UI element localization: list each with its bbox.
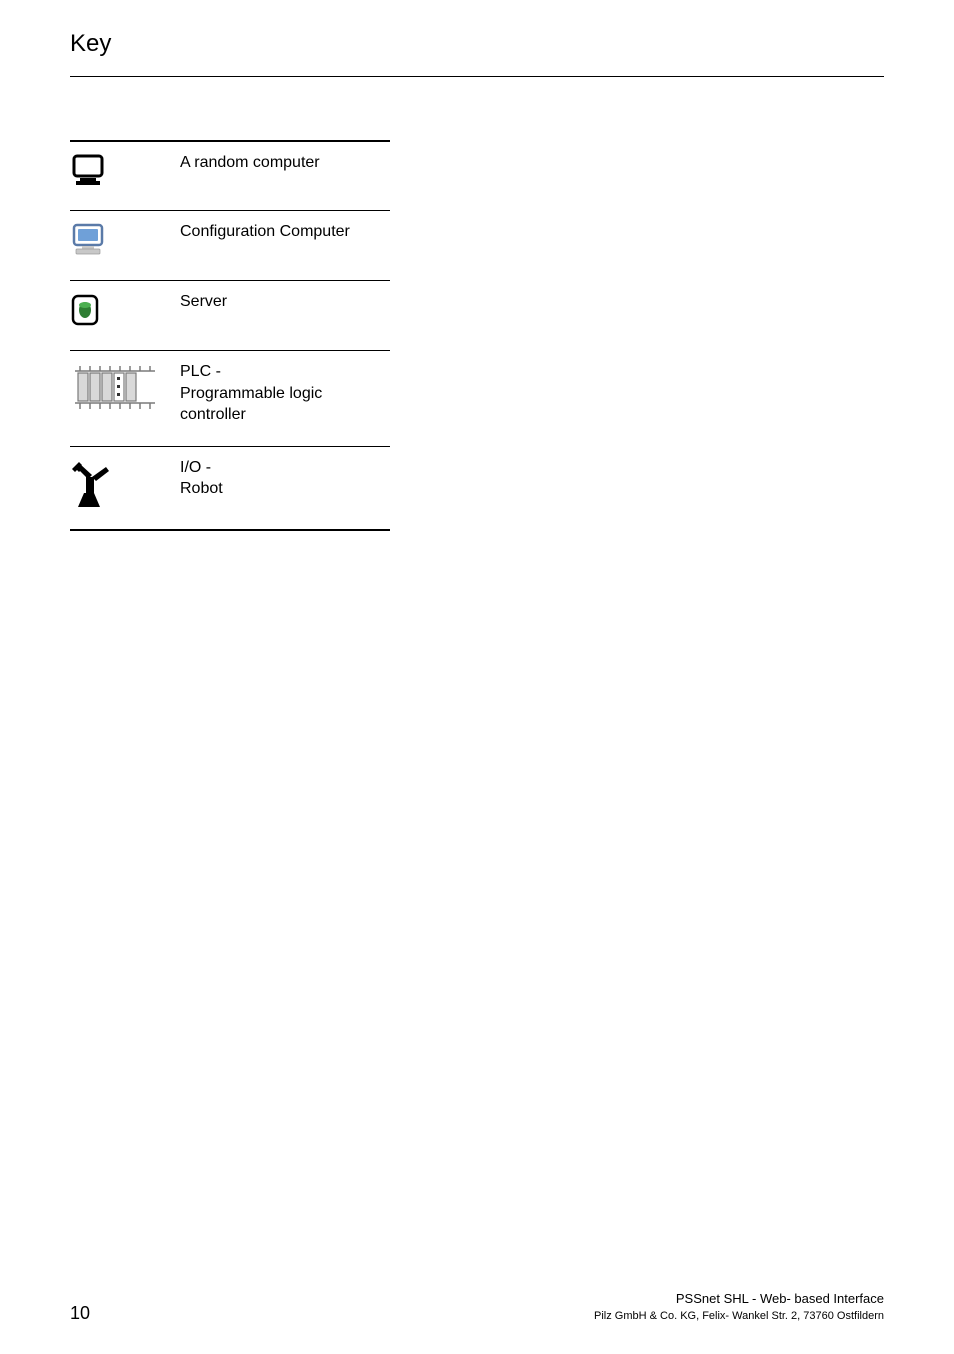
desc-line1: I/O - <box>180 459 211 476</box>
row-desc: PLC - Programmable logic controller <box>180 361 390 426</box>
footer-subtitle: Pilz GmbH & Co. KG, Felix- Wankel Str. 2… <box>594 1309 884 1324</box>
key-table: A random computer Configuration Computer… <box>70 140 390 531</box>
icon-cell <box>70 291 180 329</box>
table-row: A random computer <box>70 140 390 210</box>
icon-cell <box>70 457 180 509</box>
footer-right: PSSnet SHL - Web- based Interface Pilz G… <box>594 1290 884 1324</box>
config-computer-icon <box>70 223 110 259</box>
row-desc: Server <box>180 291 390 313</box>
robot-icon <box>70 459 116 509</box>
row-desc: A random computer <box>180 152 390 174</box>
row-desc: Configuration Computer <box>180 221 390 243</box>
icon-cell <box>70 361 180 413</box>
plc-icon <box>70 363 160 413</box>
page-number: 10 <box>70 1303 90 1324</box>
desc-line2: Robot <box>180 480 223 497</box>
page-title: Key <box>70 30 884 58</box>
desc-line2: Programmable logic <box>180 385 322 402</box>
table-row: Server <box>70 280 390 350</box>
desc-line1: PLC - <box>180 363 221 380</box>
icon-cell <box>70 152 180 190</box>
table-row: PLC - Programmable logic controller <box>70 350 390 446</box>
row-desc: I/O - Robot <box>180 457 390 500</box>
footer-title: PSSnet SHL - Web- based Interface <box>594 1290 884 1308</box>
desc-line3: controller <box>180 406 246 423</box>
table-row: I/O - Robot <box>70 446 390 531</box>
computer-icon <box>70 154 110 190</box>
icon-cell <box>70 221 180 259</box>
page-footer: 10 PSSnet SHL - Web- based Interface Pil… <box>70 1290 884 1324</box>
header-rule <box>70 76 884 77</box>
table-row: Configuration Computer <box>70 210 390 280</box>
server-icon <box>70 293 102 329</box>
page-header: Key <box>70 30 884 77</box>
